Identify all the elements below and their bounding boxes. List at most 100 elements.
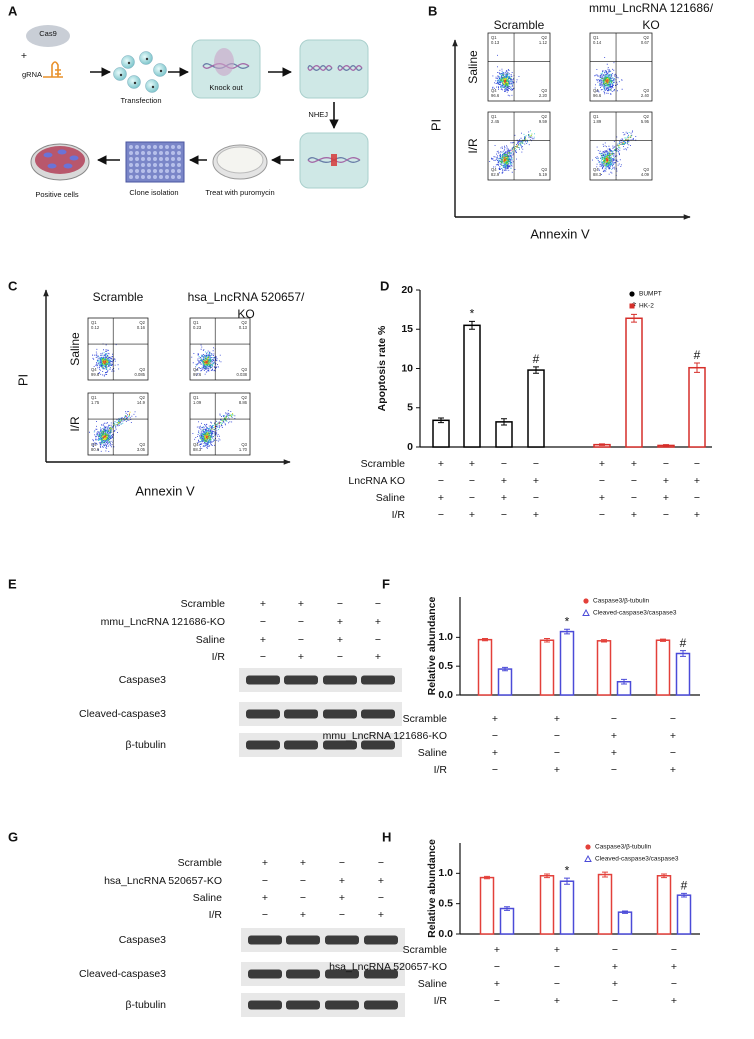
- condition-mark: −: [339, 909, 345, 921]
- blot-band: [246, 740, 280, 750]
- quadrant-name: Q4: [193, 442, 199, 447]
- error-bar: [469, 320, 475, 330]
- quadrant-value: 0.13: [491, 40, 500, 45]
- condition-mark: −: [611, 764, 617, 776]
- column-title: mmu_LncRNA 121686/: [589, 1, 714, 15]
- condition-mark: +: [469, 458, 475, 470]
- well: [153, 175, 157, 179]
- legend-label: Cleaved-caspase3/caspase3: [595, 856, 679, 863]
- legend-label: Caspase3/β-tubulin: [593, 598, 650, 605]
- condition-mark: −: [533, 458, 539, 470]
- condition-mark: +: [375, 616, 381, 628]
- well: [159, 169, 163, 173]
- quadrant-name: Q1: [91, 320, 97, 325]
- well: [135, 163, 139, 167]
- row-title: I/R: [466, 138, 480, 154]
- bar: [432, 419, 450, 448]
- condition-label: I/R: [209, 909, 223, 921]
- condition-mark: +: [663, 475, 669, 487]
- y-axis-title: Apoptosis rate %: [376, 325, 388, 411]
- y-tick-label: 0.5: [438, 660, 453, 672]
- panel-label: C: [8, 278, 18, 293]
- grna-hairpin: [43, 61, 63, 78]
- quadrant-name: Q1: [593, 35, 599, 40]
- condition-mark: +: [533, 475, 539, 487]
- legend-label: BUMPT: [639, 291, 662, 298]
- quadrant-value: 88.3: [193, 447, 202, 452]
- condition-mark: −: [663, 458, 669, 470]
- well: [177, 175, 181, 179]
- band-label: Caspase3: [119, 674, 166, 686]
- well: [171, 175, 175, 179]
- significance-mark: *: [470, 307, 475, 321]
- condition-mark: −: [671, 944, 677, 956]
- condition-mark: +: [492, 713, 498, 725]
- condition-mark: +: [262, 857, 268, 869]
- condition-mark: +: [337, 616, 343, 628]
- well: [135, 175, 139, 179]
- blot-band: [284, 740, 318, 750]
- condition-label: Saline: [376, 492, 405, 504]
- bar: [688, 366, 706, 448]
- well: [171, 157, 175, 161]
- well: [165, 163, 169, 167]
- condition-mark: −: [554, 961, 560, 973]
- well: [153, 151, 157, 155]
- cell: [153, 63, 167, 77]
- blot-band: [286, 969, 320, 979]
- quadrant-name: Q2: [541, 35, 547, 40]
- well: [147, 163, 151, 167]
- blot-band: [284, 675, 318, 685]
- y-tick-label: 0: [407, 441, 413, 453]
- y-tick-label: 15: [401, 323, 413, 335]
- well: [129, 151, 133, 155]
- panel-label: H: [382, 829, 391, 844]
- condition-mark: −: [631, 475, 637, 487]
- quadrant-value: 0.67: [641, 40, 650, 45]
- well: [147, 157, 151, 161]
- condition-mark: +: [631, 458, 637, 470]
- quadrant-name: Q1: [491, 35, 497, 40]
- condition-mark: −: [533, 492, 539, 504]
- band-label: Caspase3: [119, 934, 166, 946]
- scatter-cloud: [500, 133, 533, 168]
- bar: [477, 638, 493, 696]
- cas9-label: Cas9: [39, 29, 57, 38]
- positive-cell: [69, 155, 79, 161]
- blot-band: [325, 969, 359, 979]
- quadrant-name: Q2: [241, 320, 247, 325]
- quadrant-name: Q4: [491, 88, 497, 93]
- condition-mark: −: [337, 598, 343, 610]
- axis-title: Annexin V: [135, 483, 195, 498]
- condition-mark: −: [260, 616, 266, 628]
- y-tick-label: 0.0: [438, 689, 453, 701]
- bar: [676, 894, 692, 935]
- cell-nucleus: [151, 85, 155, 89]
- significance-mark: #: [533, 352, 540, 366]
- condition-mark: +: [300, 857, 306, 869]
- condition-mark: +: [262, 892, 268, 904]
- scatter-cloud: [497, 72, 513, 89]
- scatter-cloud: [605, 79, 610, 83]
- quadrant-value: 1.75: [91, 400, 100, 405]
- well: [171, 151, 175, 155]
- condition-mark: +: [554, 995, 560, 1007]
- dish-inner: [216, 146, 264, 174]
- quadrant-name: Q3: [139, 442, 145, 447]
- quadrant-value: 0.12: [91, 325, 100, 330]
- band-label: β-tubulin: [126, 999, 167, 1011]
- bar: [499, 907, 515, 935]
- error-bar: [544, 873, 550, 879]
- condition-mark: −: [300, 892, 306, 904]
- condition-label: Scramble: [181, 598, 226, 610]
- condition-mark: −: [494, 961, 500, 973]
- quadrant-name: Q3: [241, 442, 247, 447]
- condition-mark: +: [611, 730, 617, 742]
- quadrant-value: 0.085: [135, 372, 146, 377]
- error-bar: [601, 639, 607, 643]
- bar: [625, 317, 643, 448]
- condition-mark: −: [262, 875, 268, 887]
- scatter-cloud: [603, 136, 631, 166]
- quadrant-value: 2.20: [539, 93, 548, 98]
